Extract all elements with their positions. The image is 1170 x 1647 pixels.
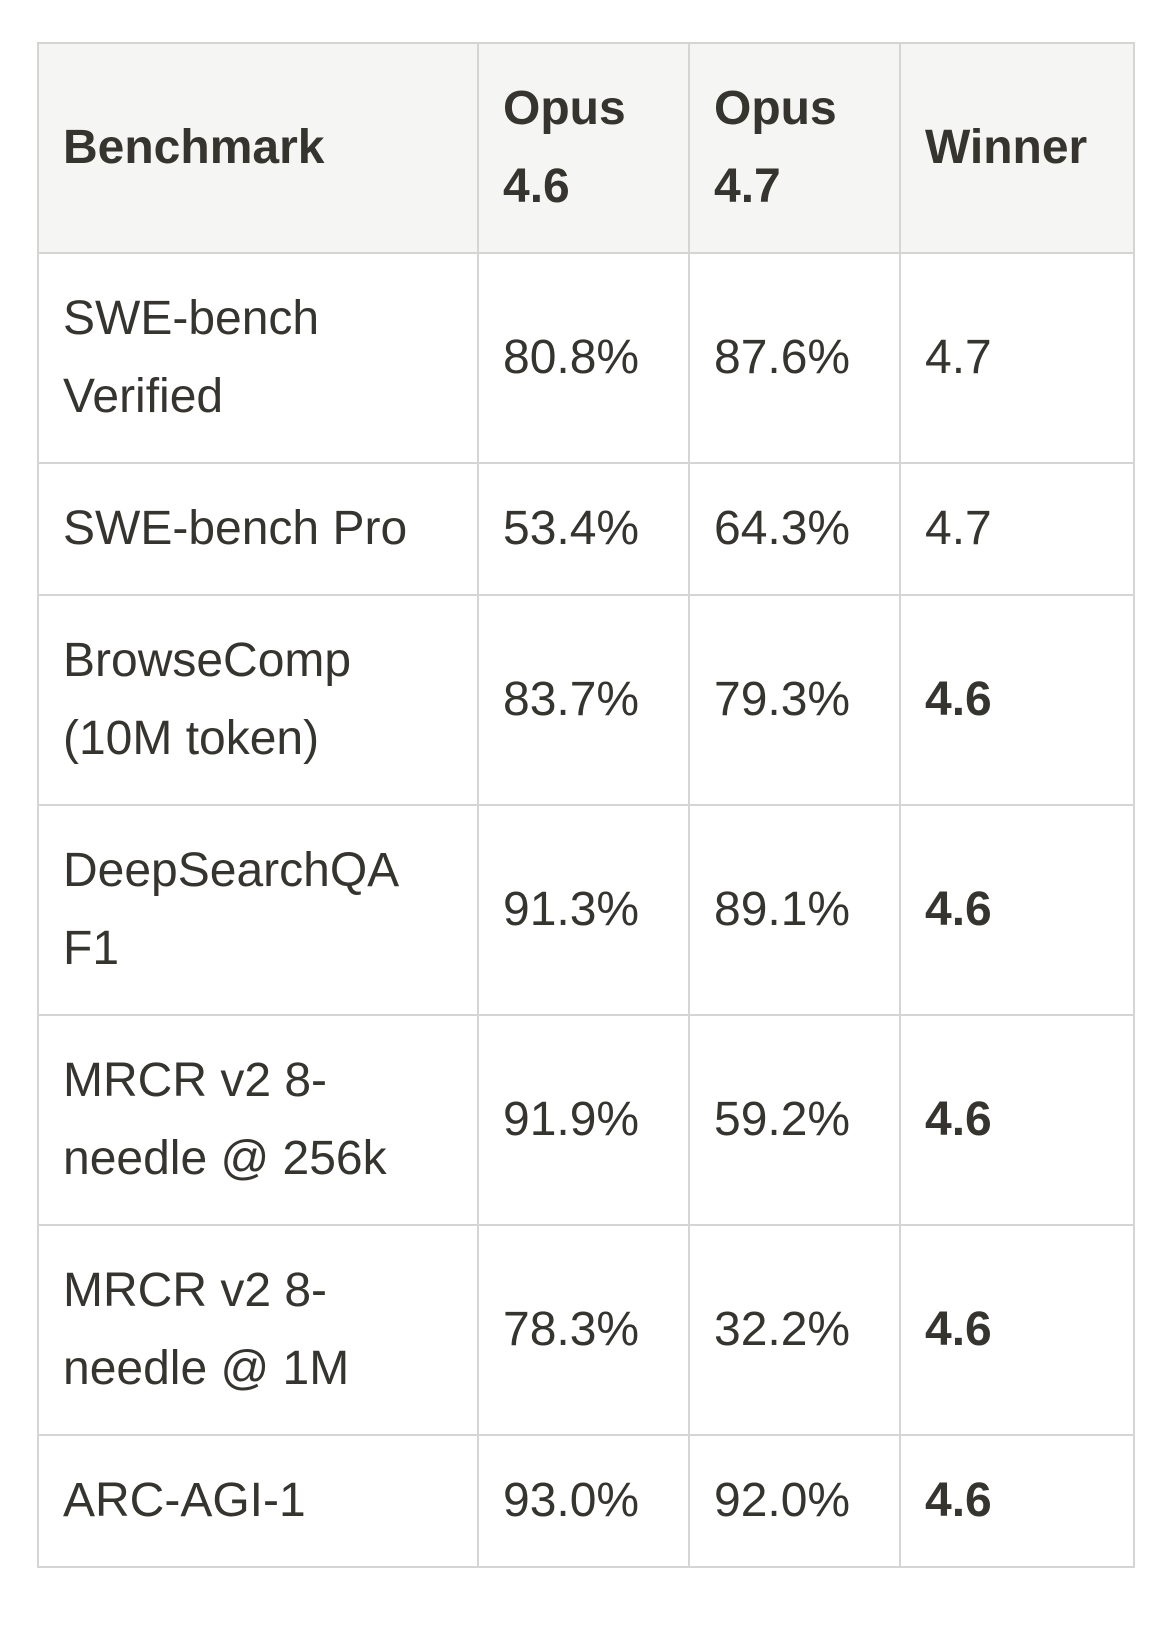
- table-row: DeepSearchQA F1 91.3% 89.1% 4.6: [37, 804, 1135, 1016]
- opus-4-6-score-cell: 78.3%: [477, 1224, 690, 1436]
- table-row: SWE-bench Verified 80.8% 87.6% 4.7: [37, 252, 1135, 464]
- benchmark-name-cell: SWE-bench Verified: [37, 252, 479, 464]
- table-row: MRCR v2 8- needle @ 1M 78.3% 32.2% 4.6: [37, 1224, 1135, 1436]
- opus-4-7-score-cell: 92.0%: [688, 1434, 901, 1568]
- col-header-opus-4-6: Opus 4.6: [477, 42, 690, 254]
- col-header-opus-4-7: Opus 4.7: [688, 42, 901, 254]
- opus-4-7-score-cell: 59.2%: [688, 1014, 901, 1226]
- opus-4-7-score-cell: 87.6%: [688, 252, 901, 464]
- opus-4-7-score-cell: 32.2%: [688, 1224, 901, 1436]
- table-body: SWE-bench Verified 80.8% 87.6% 4.7 SWE-b…: [37, 252, 1135, 1568]
- table-row: ARC-AGI-1 93.0% 92.0% 4.6: [37, 1434, 1135, 1568]
- winner-cell: 4.6: [899, 594, 1135, 806]
- benchmark-name-cell: MRCR v2 8- needle @ 256k: [37, 1014, 479, 1226]
- col-header-benchmark: Benchmark: [37, 42, 479, 254]
- winner-cell: 4.7: [899, 462, 1135, 596]
- opus-4-6-score-cell: 91.3%: [477, 804, 690, 1016]
- winner-cell: 4.6: [899, 804, 1135, 1016]
- winner-cell: 4.6: [899, 1434, 1135, 1568]
- benchmark-name-cell: BrowseComp (10M token): [37, 594, 479, 806]
- opus-4-6-score-cell: 93.0%: [477, 1434, 690, 1568]
- table-row: MRCR v2 8- needle @ 256k 91.9% 59.2% 4.6: [37, 1014, 1135, 1226]
- opus-4-6-score-cell: 80.8%: [477, 252, 690, 464]
- opus-4-6-score-cell: 53.4%: [477, 462, 690, 596]
- benchmark-name-cell: DeepSearchQA F1: [37, 804, 479, 1016]
- opus-4-7-score-cell: 89.1%: [688, 804, 901, 1016]
- winner-cell: 4.7: [899, 252, 1135, 464]
- col-header-winner: Winner: [899, 42, 1135, 254]
- opus-4-7-score-cell: 64.3%: [688, 462, 901, 596]
- table-header: Benchmark Opus 4.6 Opus 4.7 Winner: [37, 42, 1135, 254]
- table-row: BrowseComp (10M token) 83.7% 79.3% 4.6: [37, 594, 1135, 806]
- page: Benchmark Opus 4.6 Opus 4.7 Winner SWE-b…: [0, 42, 1170, 1568]
- opus-4-6-score-cell: 91.9%: [477, 1014, 690, 1226]
- benchmark-name-cell: ARC-AGI-1: [37, 1434, 479, 1568]
- opus-4-6-score-cell: 83.7%: [477, 594, 690, 806]
- benchmark-comparison-table: Benchmark Opus 4.6 Opus 4.7 Winner SWE-b…: [37, 42, 1135, 1568]
- table-row: SWE-bench Pro 53.4% 64.3% 4.7: [37, 462, 1135, 596]
- winner-cell: 4.6: [899, 1224, 1135, 1436]
- benchmark-name-cell: MRCR v2 8- needle @ 1M: [37, 1224, 479, 1436]
- header-row: Benchmark Opus 4.6 Opus 4.7 Winner: [37, 42, 1135, 254]
- benchmark-name-cell: SWE-bench Pro: [37, 462, 479, 596]
- winner-cell: 4.6: [899, 1014, 1135, 1226]
- opus-4-7-score-cell: 79.3%: [688, 594, 901, 806]
